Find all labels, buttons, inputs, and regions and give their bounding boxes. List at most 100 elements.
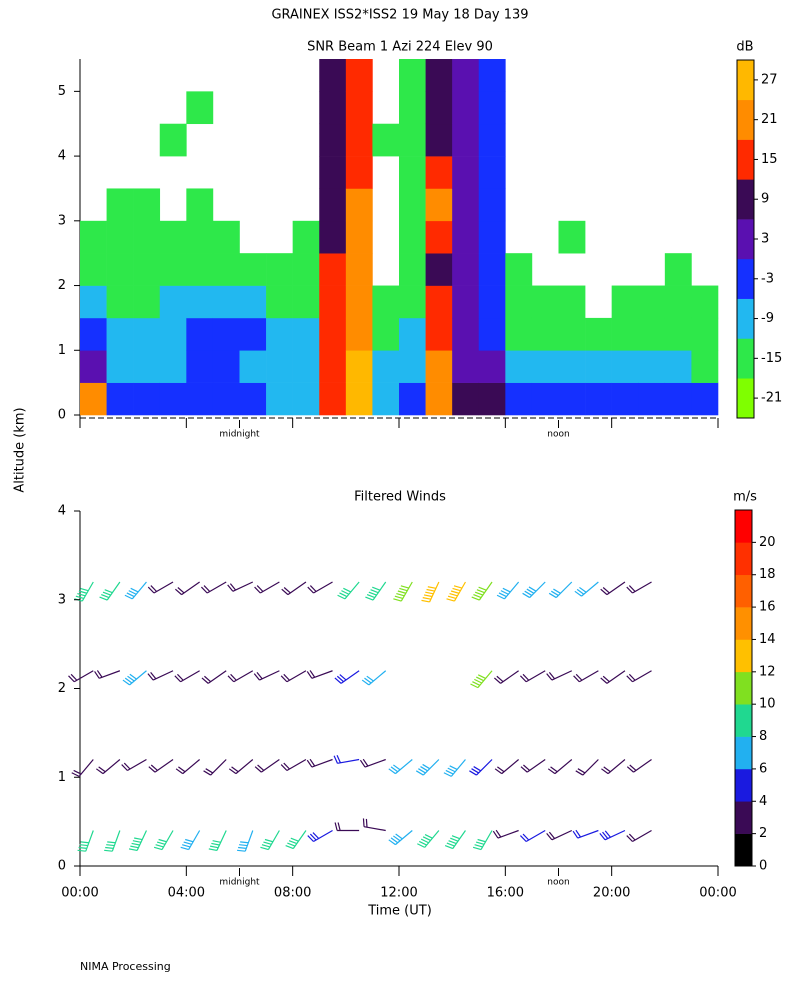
heatmap-cell xyxy=(159,382,187,416)
wind-barb xyxy=(496,581,520,600)
heatmap-cell xyxy=(478,220,506,254)
colorbar-band xyxy=(735,736,752,770)
wind-barb xyxy=(174,670,200,683)
local-time-label: noon xyxy=(547,430,569,440)
colorbar-band xyxy=(735,510,752,543)
wind-barb xyxy=(175,759,201,775)
colorbar-band xyxy=(735,801,752,834)
wind-barb xyxy=(417,830,440,848)
wind-barb xyxy=(334,822,360,832)
x-tick-label: 00:00 xyxy=(61,886,98,901)
heatmap-cell xyxy=(638,382,666,416)
colorbar-tick-label: 3 xyxy=(761,232,769,247)
wind-barb xyxy=(227,670,254,683)
heatmap-cell xyxy=(425,350,453,383)
heatmap-cell xyxy=(664,285,692,319)
heatmap-cell xyxy=(106,285,134,319)
colorbar-tick-label: 27 xyxy=(761,72,778,87)
wind-barb xyxy=(260,830,280,851)
y-tick-label: 2 xyxy=(58,278,66,293)
wind-barb xyxy=(253,670,280,681)
wind-barb xyxy=(493,670,519,684)
heatmap-cell xyxy=(80,253,107,286)
wind-barb xyxy=(519,670,546,683)
heatmap-cell xyxy=(611,285,639,319)
heatmap-cell xyxy=(186,253,214,286)
heatmap-cell xyxy=(292,317,320,351)
wind-barb xyxy=(546,670,573,681)
heatmap-cell xyxy=(425,253,453,286)
heatmap-cell xyxy=(399,156,426,189)
heatmap-cell xyxy=(531,285,559,319)
heatmap-cell xyxy=(558,317,586,351)
heatmap-cell xyxy=(239,382,267,416)
wind-barb xyxy=(208,830,227,852)
wind-barb xyxy=(469,759,493,776)
wind-barb xyxy=(203,759,227,776)
wind-barb xyxy=(626,670,652,683)
panel-title: Filtered Winds xyxy=(354,490,446,505)
wind-barb xyxy=(307,829,333,843)
x-axis-label: Time (UT) xyxy=(367,904,432,919)
y-tick-label: 2 xyxy=(58,681,66,696)
heatmap-cell xyxy=(345,382,373,416)
wind-barb xyxy=(575,759,599,776)
y-axis-label: Altitude (km) xyxy=(13,407,28,492)
heatmap-cell xyxy=(345,188,373,222)
heatmap-cell xyxy=(399,91,426,125)
heatmap-cell xyxy=(80,350,107,383)
heatmap-cell xyxy=(319,382,347,416)
heatmap-cell xyxy=(478,59,506,92)
wind-barb xyxy=(415,759,440,776)
wind-barb xyxy=(362,818,386,832)
colorbar-frame xyxy=(734,509,753,867)
heatmap-cell xyxy=(345,220,373,254)
colorbar-tick-label: 9 xyxy=(761,192,769,207)
heatmap-cell xyxy=(531,350,559,383)
colorbar-band xyxy=(735,671,752,705)
wind-barb xyxy=(574,581,599,597)
heatmap-cell xyxy=(266,350,293,383)
colorbar-tick-label: 2 xyxy=(759,826,767,841)
wind-barb xyxy=(626,829,652,843)
heatmap-cell xyxy=(186,91,214,125)
colorbar-band xyxy=(737,60,754,101)
x-tick-label: 16:00 xyxy=(487,886,524,901)
wind-barb xyxy=(99,581,121,601)
heatmap-cell xyxy=(266,253,293,286)
wind-barb xyxy=(548,581,573,599)
heatmap-cell xyxy=(345,123,373,157)
wind-barb xyxy=(572,829,599,839)
wind-barb xyxy=(573,670,599,683)
colorbar-band xyxy=(737,378,754,419)
colorbar-band xyxy=(735,704,752,737)
heatmap-cell xyxy=(80,382,107,416)
heatmap-cell xyxy=(478,317,506,351)
heatmap-cell xyxy=(691,350,719,383)
wind-barb xyxy=(446,581,466,602)
wind-barb xyxy=(359,758,386,768)
heatmap-cell xyxy=(133,317,161,351)
colorbar-band xyxy=(735,574,752,608)
wind-barb xyxy=(333,755,360,764)
heatmap-cell xyxy=(399,220,426,254)
heatmap-cell xyxy=(425,285,453,319)
wind-barb xyxy=(600,581,626,596)
colorbar-tick-label: -3 xyxy=(761,271,774,286)
wind-barb xyxy=(599,829,626,841)
heatmap-cell xyxy=(319,188,347,222)
wind-barb xyxy=(124,581,147,600)
heatmap-cell xyxy=(80,220,107,254)
heatmap-cell xyxy=(319,156,347,189)
heatmap-cell xyxy=(425,156,453,189)
heatmap-cell xyxy=(239,253,267,286)
wind-barb xyxy=(237,830,254,852)
heatmap-cell xyxy=(478,156,506,189)
heatmap-cell xyxy=(425,59,453,92)
colorbar-tick-label: 6 xyxy=(759,761,767,776)
wind-barb xyxy=(470,670,493,689)
wind-barb xyxy=(601,759,626,775)
y-tick-label: 3 xyxy=(58,592,66,607)
heatmap-cell xyxy=(345,91,373,125)
wind-barb xyxy=(307,581,333,594)
